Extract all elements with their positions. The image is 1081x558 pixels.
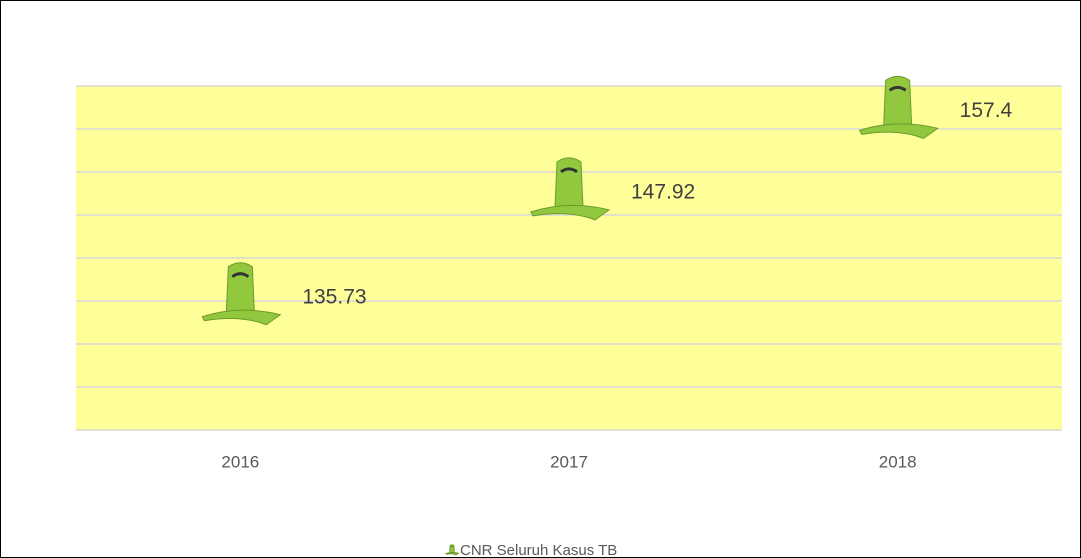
data-label: 157.4 [960,99,1013,122]
marker-body [226,263,254,313]
legend-label: CNR Seluruh Kasus TB [460,542,617,558]
data-label: 135.73 [302,285,366,308]
chart: 2016 2017 2018 135.73 147.92 157.4 CNR Seluruh… [0,0,1081,558]
x-tick-label: 2018 [879,452,917,471]
marker-body [450,545,454,553]
x-tick-label: 2016 [221,452,259,471]
marker-body [555,158,583,208]
data-label: 147.92 [631,180,695,203]
x-tick-label: 2017 [550,452,588,471]
marker-body [884,76,912,126]
